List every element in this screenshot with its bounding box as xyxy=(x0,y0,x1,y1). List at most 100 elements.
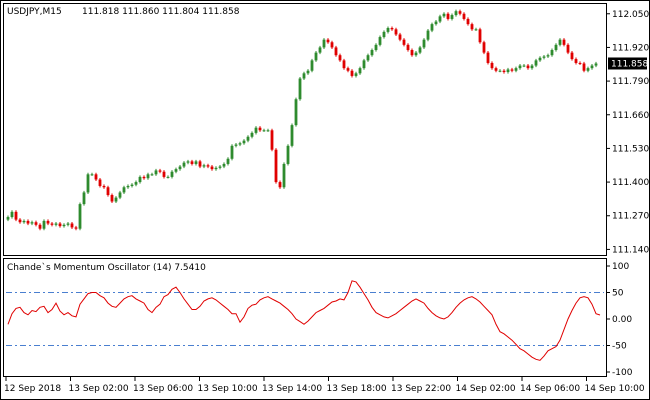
candle-body xyxy=(386,28,390,32)
candle-body xyxy=(378,37,382,45)
candle-body xyxy=(414,52,418,56)
candle-body xyxy=(430,24,434,31)
candle-body xyxy=(498,70,502,72)
candle-body xyxy=(354,73,358,76)
time-tick-label: 12 Sep 2018 xyxy=(4,384,61,394)
candle-body xyxy=(350,70,354,76)
candle-body xyxy=(158,170,162,172)
chart-header-symbol: USDJPY,M15 xyxy=(7,7,62,17)
candle-body xyxy=(334,47,338,56)
candle-body xyxy=(302,73,306,79)
time-tick-label: 13 Sep 06:00 xyxy=(133,384,193,394)
candle-body xyxy=(162,171,166,177)
candle-body xyxy=(110,195,114,202)
oscillator-pane[interactable]: 100 50 0.00 -50 -100 Chande`s Momentum Oscil… xyxy=(3,258,633,379)
candle-body xyxy=(118,192,122,198)
oscillator-tick-label: 0.00 xyxy=(612,315,632,325)
candle-body xyxy=(342,60,346,69)
candle-body xyxy=(258,127,262,131)
candle-body xyxy=(298,78,302,100)
candle-body xyxy=(454,11,458,16)
candle-body xyxy=(370,50,374,56)
candle-body xyxy=(22,220,26,223)
candle-body xyxy=(230,145,234,159)
candle-body xyxy=(222,163,226,167)
time-axis: 12 Sep 2018 13 Sep 02:00 13 Sep 06:00 13 Se… xyxy=(4,376,645,394)
time-tick-label: 13 Sep 22:00 xyxy=(391,384,451,394)
candle-body xyxy=(438,16,442,22)
time-tick-label: 13 Sep 10:00 xyxy=(198,384,258,394)
candle-body xyxy=(290,125,294,146)
candle-body xyxy=(150,174,154,176)
candle-body xyxy=(538,57,542,61)
candle-body xyxy=(442,13,446,17)
oscillator-line xyxy=(7,280,601,361)
candle-body xyxy=(470,24,474,30)
price-tick-label: 111.660 xyxy=(612,111,649,121)
candle-body xyxy=(130,184,134,186)
price-pane[interactable]: 112.050 111.920 111.790 111.660 111.530 111.4… xyxy=(3,3,650,256)
candle-body xyxy=(166,176,170,178)
time-tick-label: 13 Sep 18:00 xyxy=(327,384,387,394)
candle-body xyxy=(190,161,194,164)
candle-body xyxy=(274,149,278,183)
price-tick-label: 111.920 xyxy=(612,43,649,53)
candle-body xyxy=(254,127,258,133)
candle-body xyxy=(418,47,422,53)
candle-body xyxy=(394,29,398,35)
price-tick-label: 111.790 xyxy=(612,77,649,87)
oscillator-label: Chande`s Momentum Oscillator (14) 7.5410 xyxy=(7,262,206,273)
candle-body xyxy=(70,223,74,228)
candle-body xyxy=(102,185,106,188)
candle-body xyxy=(522,65,526,67)
candle-body xyxy=(42,220,46,229)
candle-body xyxy=(262,130,266,132)
candle-body xyxy=(570,52,574,60)
candle-body xyxy=(490,62,494,69)
candle-body xyxy=(594,63,598,66)
candle-body xyxy=(90,174,94,176)
candle-body xyxy=(66,223,70,225)
candle-body xyxy=(226,158,230,164)
candle-body xyxy=(546,55,550,57)
candle-body xyxy=(474,29,478,31)
candle-body xyxy=(406,44,410,51)
candle-body xyxy=(266,130,270,132)
candle-body xyxy=(154,170,158,175)
candle-body xyxy=(310,60,314,71)
candle-body xyxy=(182,162,186,167)
candle-body xyxy=(46,220,50,224)
candle-body xyxy=(74,227,78,229)
candle-body xyxy=(186,161,190,163)
chart-header-ohlc: 111.818 111.860 111.804 111.858 xyxy=(82,7,240,17)
price-pane-frame xyxy=(3,3,607,256)
oscillator-tick-label: 50 xyxy=(612,289,624,299)
candle-body xyxy=(482,42,486,53)
candle-body xyxy=(554,44,558,51)
candle-body xyxy=(466,18,470,25)
candle-body xyxy=(86,174,90,193)
candle-body xyxy=(462,13,466,19)
candle-body xyxy=(542,56,546,58)
candle-body xyxy=(506,69,510,73)
current-price-label: 111.858 xyxy=(611,59,648,69)
candle-body xyxy=(138,176,142,183)
oscillator-tick-label: 100 xyxy=(612,262,629,272)
oscillator-pane-frame xyxy=(3,258,607,377)
candle-body xyxy=(562,39,566,45)
candle-body xyxy=(234,144,238,146)
candle-body xyxy=(62,224,66,227)
candle-body xyxy=(326,39,330,43)
candle-body xyxy=(10,211,14,218)
candle-body xyxy=(330,42,334,48)
candles-layer xyxy=(6,9,598,231)
candle-body xyxy=(574,59,578,63)
candle-body xyxy=(38,224,42,229)
candle-body xyxy=(526,65,530,69)
candle-body xyxy=(590,65,594,69)
time-tick-label: 13 Sep 14:00 xyxy=(262,384,322,394)
candle-body xyxy=(146,174,150,179)
time-tick-label: 14 Sep 06:00 xyxy=(520,384,580,394)
candle-body xyxy=(270,130,274,150)
candle-body xyxy=(426,30,430,40)
